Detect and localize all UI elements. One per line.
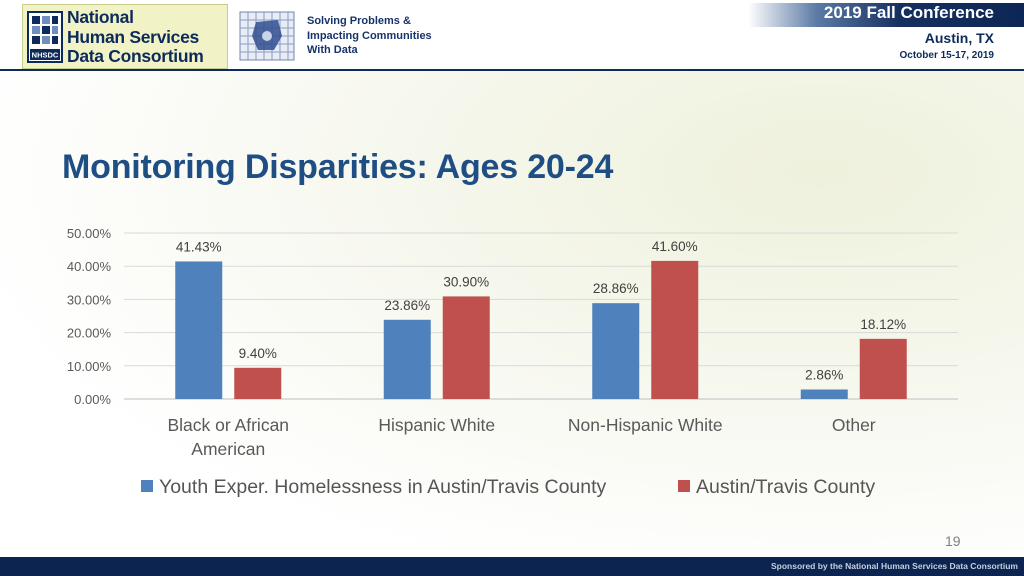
data-label: 9.40% (239, 346, 277, 361)
y-tick-label: 30.00% (67, 292, 112, 307)
footer-sponsor-text: Sponsored by the National Human Services… (770, 561, 1018, 571)
slide-title: Monitoring Disparities: Ages 20-24 (62, 148, 614, 186)
legend-label-series-1: Youth Exper. Homelessness in Austin/Trav… (159, 476, 607, 498)
tagline-line-1: Solving Problems & (307, 15, 411, 27)
logo-mark-text: NHSDC (32, 51, 59, 60)
y-tick-label: 50.00% (67, 226, 112, 241)
logo-line-1: National (67, 7, 134, 27)
y-tick-label: 40.00% (67, 259, 112, 274)
logo-line-3: Data Consortium (67, 46, 204, 66)
city-map-emblem-icon (239, 11, 295, 61)
conference-banner (748, 3, 1024, 27)
bar (175, 261, 223, 399)
y-tick-label: 10.00% (67, 359, 112, 374)
header-divider (0, 69, 1024, 71)
bar (592, 303, 640, 399)
y-tick-label: 0.00% (74, 392, 111, 407)
conference-title: 2019 Fall Conference (823, 3, 994, 22)
data-label: 18.12% (860, 317, 906, 332)
conference-dates: October 15-17, 2019 (899, 50, 995, 61)
data-label: 2.86% (805, 368, 843, 383)
bar (651, 260, 699, 399)
x-tick-label: Other (832, 415, 876, 435)
bar (234, 367, 282, 399)
bar (800, 389, 848, 399)
x-tick-label: Non-Hispanic White (568, 415, 723, 435)
logo-grid-icon: NHSDC (27, 11, 63, 63)
x-tick-label: American (191, 439, 265, 459)
x-tick-label: Black or African (167, 415, 289, 435)
data-label: 41.43% (176, 239, 222, 254)
nhsdc-logo: NHSDC National Human Services Data Conso… (22, 4, 228, 69)
tagline-line-2: Impacting Communities (307, 29, 432, 42)
tagline-line-3: With Data (307, 44, 358, 56)
tagline: Solving Problems & Impacting Communities… (307, 14, 432, 58)
legend-swatch-series-2 (678, 479, 690, 492)
legend-swatch-series-1 (141, 479, 153, 492)
legend-item-series-1: Youth Exper. Homelessness in Austin/Trav… (141, 476, 606, 499)
bar (383, 319, 431, 399)
logo-wordmark: National Human Services Data Consortium (67, 7, 227, 67)
legend-label-series-2: Austin/Travis County (696, 476, 876, 498)
y-tick-label: 20.00% (67, 326, 112, 341)
footer-bar: Sponsored by the National Human Services… (0, 557, 1024, 576)
conference-city: Austin, TX (924, 30, 994, 46)
bar (859, 338, 907, 399)
logo-line-2: Human Services (67, 26, 199, 47)
page-number: 19 (945, 533, 961, 549)
data-label: 23.86% (384, 298, 430, 313)
header-bar: NHSDC National Human Services Data Conso… (0, 0, 1024, 70)
legend-item-series-2: Austin/Travis County (678, 476, 875, 499)
x-tick-label: Hispanic White (378, 415, 495, 435)
data-label: 41.60% (652, 239, 698, 254)
data-label: 28.86% (593, 281, 639, 296)
data-label: 30.90% (443, 274, 489, 289)
bar (442, 296, 490, 399)
